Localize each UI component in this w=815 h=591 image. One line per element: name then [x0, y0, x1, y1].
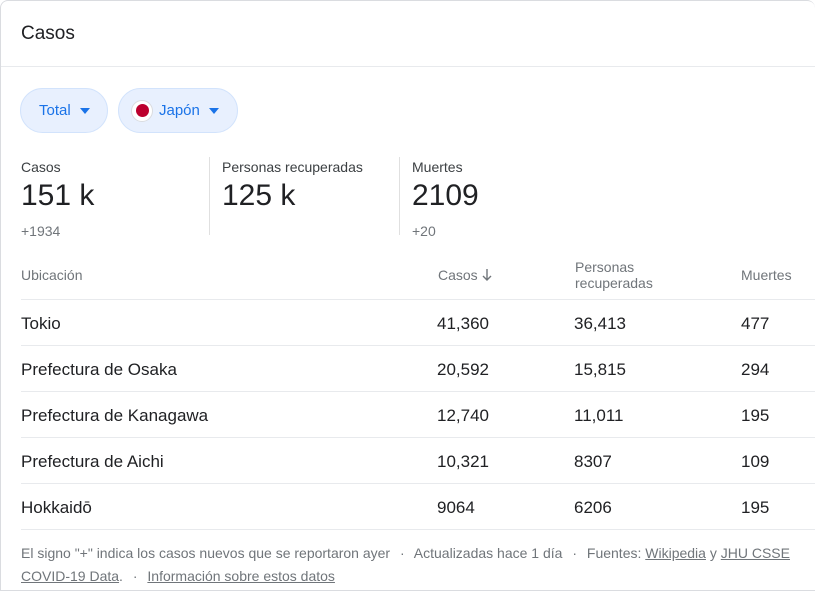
footer-and: y: [709, 545, 717, 561]
japan-flag-icon: [131, 99, 153, 122]
table-row: Hokkaidō 9064 6206 195: [21, 484, 815, 530]
data-info-link[interactable]: Información sobre estos datos: [147, 568, 335, 584]
row-recovered: 11,011: [574, 406, 624, 425]
sort-down-arrow-icon: [482, 269, 492, 281]
row-deaths: 294: [741, 360, 770, 379]
stat-deaths: Muertes 2109 +20: [400, 157, 580, 239]
stat-cases-label: Casos: [21, 159, 61, 175]
row-cases: 10,321: [437, 452, 489, 471]
regions-table: Ubicación Casos Personas recuperadas Mue…: [21, 253, 815, 530]
footer-note: El signo "+" indica los casos nuevos que…: [21, 542, 801, 588]
row-location: Prefectura de Kanagawa: [21, 406, 209, 425]
column-header-deaths[interactable]: Muertes: [741, 267, 792, 283]
row-recovered: 8307: [574, 452, 612, 471]
stat-recovered-value: 125 k: [222, 179, 296, 212]
footer-updated: Actualizadas hace 1 día: [413, 545, 563, 561]
row-location: Tokio: [21, 314, 61, 333]
country-dropdown[interactable]: Japón: [118, 88, 238, 133]
row-deaths: 195: [741, 498, 770, 517]
footer-plus-note: El signo "+" indica los casos nuevos que…: [21, 545, 391, 561]
column-header-recovered[interactable]: Personas recuperadas: [575, 259, 653, 291]
table-row: Prefectura de Osaka 20,592 15,815 294: [21, 346, 815, 392]
row-recovered: 36,413: [574, 314, 626, 333]
stat-cases-delta: +1934: [21, 223, 61, 239]
chevron-down-icon: [208, 107, 219, 114]
footer-separator: ·: [399, 545, 405, 561]
stat-deaths-delta: +20: [412, 223, 436, 239]
wikipedia-link[interactable]: Wikipedia: [645, 545, 706, 561]
row-deaths: 477: [741, 314, 770, 333]
footer-separator: ·: [132, 568, 138, 584]
jhu-csse-link[interactable]: JHU CSSE COVID-19 Data: [21, 545, 790, 584]
table-header: Ubicación Casos Personas recuperadas Mue…: [21, 253, 815, 300]
footer-sources-label: Fuentes:: [586, 545, 642, 561]
column-header-cases-label: Casos: [438, 267, 478, 283]
row-location: Hokkaidō: [21, 498, 92, 517]
row-cases: 12,740: [437, 406, 489, 425]
row-deaths: 195: [741, 406, 770, 425]
card-title: Casos: [21, 22, 75, 44]
summary-stats: Casos 151 k +1934 Personas recuperadas 1…: [21, 157, 580, 239]
column-header-cases[interactable]: Casos: [438, 267, 492, 283]
chevron-down-icon: [79, 107, 90, 114]
card-header: Casos: [1, 1, 815, 67]
row-cases: 41,360: [437, 314, 489, 333]
column-header-location[interactable]: Ubicación: [21, 267, 83, 283]
metric-dropdown[interactable]: Total: [20, 88, 108, 133]
stat-cases-value: 151 k: [21, 179, 95, 212]
stat-recovered: Personas recuperadas 125 k: [210, 157, 400, 235]
metric-dropdown-label: Total: [39, 102, 71, 119]
footer-separator: ·: [572, 545, 577, 561]
row-cases: 20,592: [437, 360, 489, 379]
row-cases: 9064: [437, 498, 475, 517]
row-recovered: 6206: [574, 498, 612, 517]
row-deaths: 109: [741, 452, 770, 471]
stat-cases: Casos 151 k +1934: [21, 157, 210, 239]
country-dropdown-label: Japón: [159, 102, 200, 119]
table-row: Prefectura de Aichi 10,321 8307 109: [21, 438, 815, 484]
footer-period: .: [119, 568, 123, 584]
row-location: Prefectura de Osaka: [21, 360, 177, 379]
stat-deaths-value: 2109: [412, 179, 479, 212]
table-row: Tokio 41,360 36,413 477: [21, 300, 815, 346]
table-row: Prefectura de Kanagawa 12,740 11,011 195: [21, 392, 815, 438]
row-recovered: 15,815: [574, 360, 626, 379]
filter-bar: Total Japón: [20, 88, 238, 133]
stat-deaths-label: Muertes: [412, 159, 463, 175]
row-location: Prefectura de Aichi: [21, 452, 164, 471]
stat-recovered-label: Personas recuperadas: [222, 159, 363, 175]
